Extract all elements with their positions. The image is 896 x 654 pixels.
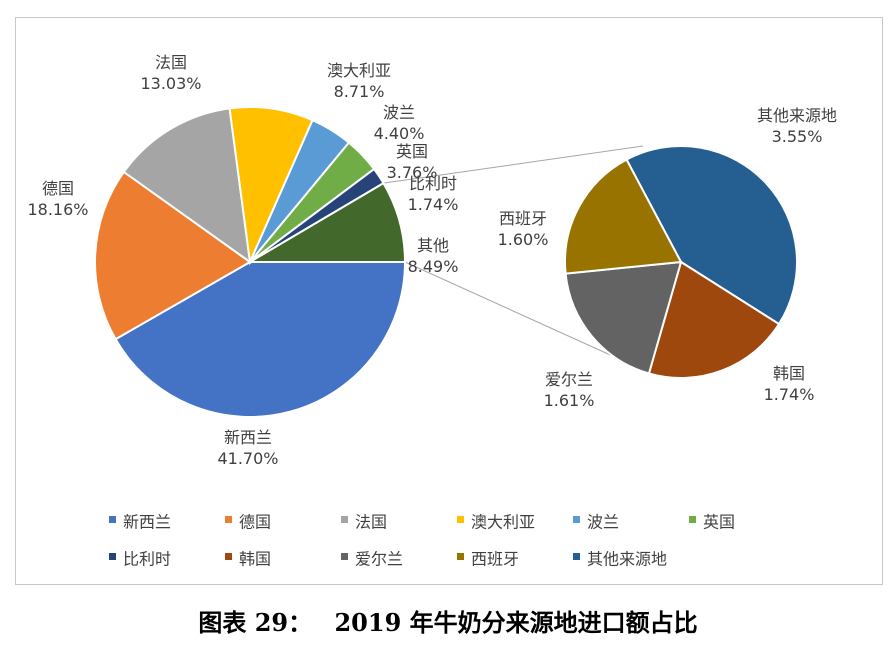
data-label-name-main-0: 新西兰 [224,428,272,447]
legend-swatch-2 [341,516,348,523]
data-label-name-main-7: 其他 [417,236,449,255]
pie-slice-main-2 [122,107,252,265]
caption-title: 2019 年牛奶分来源地进口额占比 [334,608,698,637]
data-label-name-secondary-2: 爱尔兰 [545,370,593,389]
pie-slice-secondary-3 [564,158,683,275]
data-label-name-main-5: 英国 [396,142,428,161]
data-label-name-secondary-0: 其他来源地 [757,106,837,125]
pie-slice-main-1 [94,170,252,341]
connector-line-bottom [404,261,618,359]
data-label-name-main-6: 比利时 [409,174,457,193]
data-label-name-secondary-1: 韩国 [773,364,805,383]
data-label-value-main-7: 8.49% [408,257,459,276]
legend-label-1: 德国 [239,513,271,532]
legend-swatch-1 [225,516,232,523]
legend-label-0: 新西兰 [123,513,171,532]
legend-swatch-9 [457,553,464,560]
data-label-name-main-3: 澳大利亚 [327,61,391,80]
legend-swatch-5 [689,516,696,523]
data-label-value-secondary-1: 1.74% [764,385,815,404]
data-label-value-main-2: 13.03% [140,74,201,93]
data-label-name-main-4: 波兰 [383,103,415,122]
pie-slice-main-0 [114,261,407,419]
legend-swatch-3 [457,516,464,523]
data-label-value-secondary-2: 1.61% [544,391,595,410]
main-pie [94,106,407,419]
data-label-name-main-1: 德国 [42,179,74,198]
chart-frame: 新西兰 41.70% 德国 18.16% 法国 13.03% 澳大利亚 8.71% 波兰 4.40… [15,17,883,585]
data-label-value-main-0: 41.70% [217,449,278,468]
data-label-value-main-4: 4.40% [374,124,425,143]
legend-label-2: 法国 [355,513,387,532]
connector-line-top [383,145,644,184]
legend-swatch-8 [341,553,348,560]
legend-swatch-0 [109,516,116,523]
legend-swatch-10 [573,553,580,560]
data-label-value-main-1: 18.16% [27,200,88,219]
legend-label-8: 爱尔兰 [355,550,403,569]
legend-label-4: 波兰 [587,513,619,532]
legend-swatch-6 [109,553,116,560]
data-label-value-main-3: 8.71% [334,82,385,101]
legend-swatch-4 [573,516,580,523]
connector-lines [383,145,644,359]
data-labels: 新西兰 41.70% 德国 18.16% 法国 13.03% 澳大利亚 8.71% 波兰 4.40… [27,53,837,468]
data-label-name-main-2: 法国 [155,53,187,72]
figure-caption: 图表 29： 2019 年牛奶分来源地进口额占比 [0,603,896,638]
data-label-value-secondary-0: 3.55% [772,127,823,146]
legend-label-3: 澳大利亚 [471,513,535,532]
caption-prefix: 图表 29： [198,608,313,637]
pie-slice-main-7 [246,181,407,263]
data-label-value-main-6: 1.74% [408,195,459,214]
secondary-pie [564,145,798,379]
pie-slice-secondary-0 [625,145,798,326]
legend-label-7: 韩国 [239,550,271,569]
legend-label-5: 英国 [703,513,735,532]
data-label-name-secondary-3: 西班牙 [499,209,547,228]
data-label-value-main-5: 3.76% [387,163,438,182]
legend-swatch-7 [225,553,232,560]
legend-label-10: 其他来源地 [587,550,667,569]
pie-slice-main-3 [228,106,314,266]
data-label-value-secondary-3: 1.60% [498,230,549,249]
legend-label-9: 西班牙 [471,550,519,569]
pie-slice-secondary-2 [564,260,683,375]
legend-label-6: 比利时 [123,550,171,569]
pie-slice-secondary-1 [647,260,781,379]
pie-of-pie-chart: 新西兰 41.70% 德国 18.16% 法国 13.03% 澳大利亚 8.71% 波兰 4.40… [27,53,837,569]
